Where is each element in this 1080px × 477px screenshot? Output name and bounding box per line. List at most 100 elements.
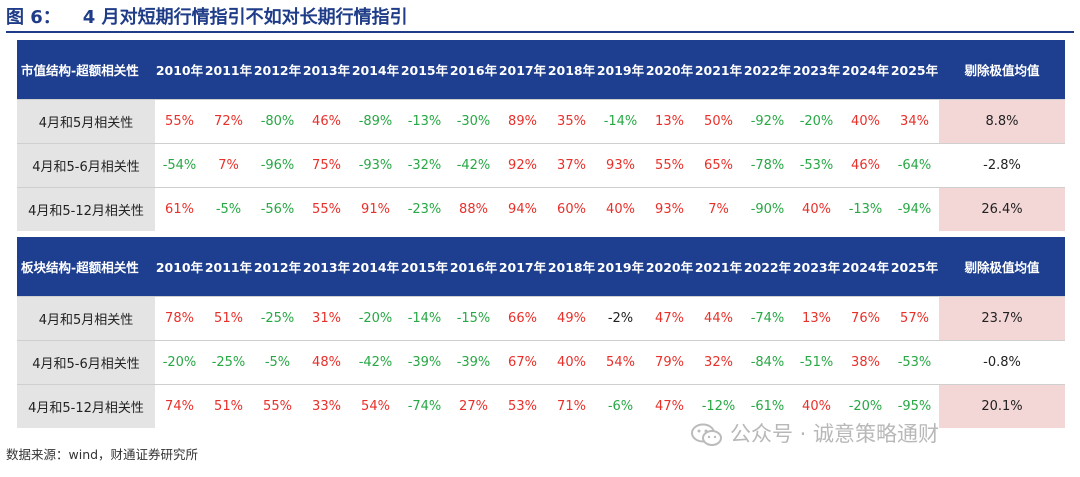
- row-label: 4月和5月相关性: [17, 296, 155, 341]
- correlation-cell: -39%: [449, 340, 498, 385]
- year-header: 2015年: [400, 40, 449, 100]
- correlation-cell: 37%: [547, 143, 596, 188]
- correlation-cell: 40%: [841, 99, 890, 144]
- correlation-cell: 55%: [253, 384, 302, 428]
- avg-cell: -0.8%: [939, 340, 1065, 385]
- correlation-cell: -96%: [253, 143, 302, 188]
- watermark: 公众号 · 诚意策略通财: [690, 418, 939, 448]
- correlation-cell: 71%: [547, 384, 596, 428]
- avg-cell: 20.1%: [939, 384, 1065, 428]
- correlation-cell: 75%: [302, 143, 351, 188]
- row-label: 4月和5-12月相关性: [17, 187, 155, 231]
- correlation-cell: -95%: [890, 384, 939, 428]
- year-header: 2018年: [547, 40, 596, 100]
- correlation-cell: 78%: [155, 296, 204, 341]
- correlation-cell: -32%: [400, 143, 449, 188]
- figure-title-text: 4 月对短期行情指引不如对长期行情指引: [82, 7, 408, 28]
- correlation-cell: 7%: [204, 143, 253, 188]
- year-header: 2021年: [694, 40, 743, 100]
- correlation-cell: 50%: [694, 99, 743, 144]
- correlation-cell: 53%: [498, 384, 547, 428]
- correlation-cell: 74%: [155, 384, 204, 428]
- correlation-cell: 66%: [498, 296, 547, 341]
- correlation-cell: 57%: [890, 296, 939, 341]
- avg-header: 剔除极值均值: [939, 237, 1065, 297]
- correlation-cell: 49%: [547, 296, 596, 341]
- year-header: 2013年: [302, 237, 351, 297]
- correlation-cell: -64%: [890, 143, 939, 188]
- correlation-cell: -20%: [792, 99, 841, 144]
- correlation-cell: -14%: [596, 99, 645, 144]
- correlation-cell: -20%: [155, 340, 204, 385]
- year-header: 2019年: [596, 237, 645, 297]
- avg-cell: -2.8%: [939, 143, 1065, 188]
- year-header: 2011年: [204, 40, 253, 100]
- avg-cell: 8.8%: [939, 99, 1065, 144]
- year-header: 2025年: [890, 40, 939, 100]
- correlation-cell: 72%: [204, 99, 253, 144]
- year-header: 2014年: [351, 237, 400, 297]
- correlation-cell: -53%: [890, 340, 939, 385]
- table-header-row: 市值结构-超额相关性 2010年 2011年 2012年 2013年 2014年 2015年…: [17, 40, 1065, 100]
- table-header-row: 板块结构-超额相关性 2010年 2011年 2012年 2013年 2014年 2015年…: [17, 237, 1065, 297]
- correlation-cell: 88%: [449, 187, 498, 231]
- year-header: 2010年: [155, 40, 204, 100]
- year-header: 2015年: [400, 237, 449, 297]
- watermark-text: 公众号 · 诚意策略通财: [730, 422, 940, 446]
- avg-cell: 23.7%: [939, 296, 1065, 341]
- correlation-cell: 13%: [645, 99, 694, 144]
- correlation-cell: -53%: [792, 143, 841, 188]
- correlation-cell: 93%: [596, 143, 645, 188]
- table-row: 4月和5月相关性 55% 72% -80% 46% -89% -13% -30% 89% 35% -…: [17, 99, 1065, 144]
- table-row: 4月和5-12月相关性 74% 51% 55% 33% 54% -74% 27% 53% 71% -…: [17, 384, 1065, 428]
- year-header: 2025年: [890, 237, 939, 297]
- year-header: 2023年: [792, 237, 841, 297]
- correlation-cell: 79%: [645, 340, 694, 385]
- table-header-label: 市值结构-超额相关性: [17, 40, 155, 100]
- correlation-cell: -25%: [253, 296, 302, 341]
- correlation-cell: -51%: [792, 340, 841, 385]
- year-header: 2014年: [351, 40, 400, 100]
- year-header: 2022年: [743, 237, 792, 297]
- correlation-cell: -30%: [449, 99, 498, 144]
- year-header: 2012年: [253, 40, 302, 100]
- correlation-cell: -78%: [743, 143, 792, 188]
- correlation-cell: 35%: [547, 99, 596, 144]
- year-header: 2017年: [498, 237, 547, 297]
- correlation-cell: 38%: [841, 340, 890, 385]
- correlation-cell: 47%: [645, 384, 694, 428]
- year-header: 2010年: [155, 237, 204, 297]
- year-header: 2012年: [253, 237, 302, 297]
- correlation-cell: -74%: [400, 384, 449, 428]
- correlation-cell: 61%: [155, 187, 204, 231]
- correlation-cell: 40%: [596, 187, 645, 231]
- year-header: 2020年: [645, 40, 694, 100]
- figure-title: 图 6： 4 月对短期行情指引不如对长期行情指引: [6, 5, 1074, 33]
- year-header: 2019年: [596, 40, 645, 100]
- correlation-cell: 33%: [302, 384, 351, 428]
- year-header: 2024年: [841, 237, 890, 297]
- correlation-cell: 32%: [694, 340, 743, 385]
- table-row: 4月和5-6月相关性 -20% -25% -5% 48% -42% -39% -39% 67% 4…: [17, 340, 1065, 385]
- correlation-cell: -23%: [400, 187, 449, 231]
- correlation-cell: 91%: [351, 187, 400, 231]
- correlation-cell: 27%: [449, 384, 498, 428]
- correlation-cell: -12%: [694, 384, 743, 428]
- correlation-cell: 31%: [302, 296, 351, 341]
- year-header: 2020年: [645, 237, 694, 297]
- correlation-cell: 76%: [841, 296, 890, 341]
- correlation-cell: 92%: [498, 143, 547, 188]
- correlation-cell: -84%: [743, 340, 792, 385]
- correlation-cell: 48%: [302, 340, 351, 385]
- table-header-label: 板块结构-超额相关性: [17, 237, 155, 297]
- wechat-icon: [690, 423, 724, 447]
- correlation-cell: -20%: [351, 296, 400, 341]
- row-label: 4月和5-12月相关性: [17, 384, 155, 428]
- correlation-cell: 60%: [547, 187, 596, 231]
- year-header: 2024年: [841, 40, 890, 100]
- correlation-cell: -90%: [743, 187, 792, 231]
- row-label: 4月和5-6月相关性: [17, 143, 155, 188]
- row-label: 4月和5月相关性: [17, 99, 155, 144]
- correlation-cell: -5%: [253, 340, 302, 385]
- correlation-cell: -15%: [449, 296, 498, 341]
